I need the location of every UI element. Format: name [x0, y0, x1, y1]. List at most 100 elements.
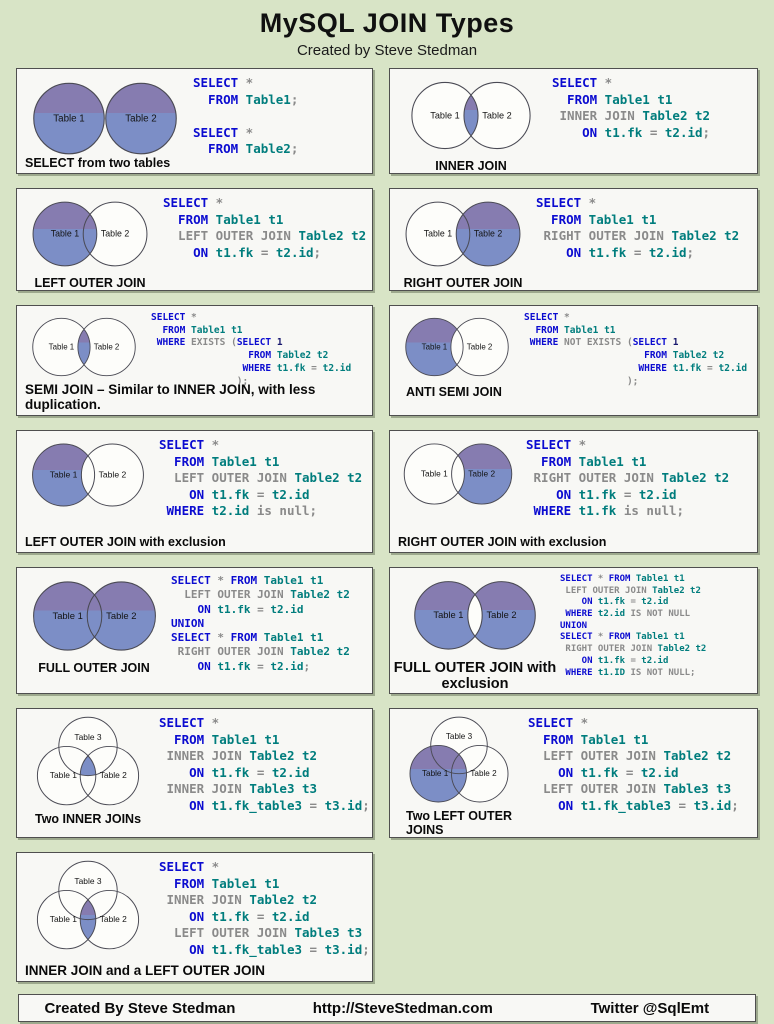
svg-text:Table 3: Table 3 — [446, 732, 473, 741]
svg-text:Table 2: Table 2 — [467, 342, 493, 351]
footer-twitter: Twitter @SqlEmt — [590, 999, 710, 1017]
code-column: SELECT * FROM Table1 t1 LEFT OUTER JOIN … — [159, 431, 372, 552]
svg-text:Table 2: Table 2 — [106, 610, 136, 621]
venn-diagram-right-full: Table 1 Table 2 — [405, 201, 521, 267]
svg-text:Table 2: Table 2 — [482, 110, 511, 120]
svg-text:Table 2: Table 2 — [99, 470, 127, 480]
panel-caption: LEFT OUTER JOIN with exclusion — [25, 535, 226, 549]
code-column: SELECT * FROM Table1 t1 LEFT OUTER JOIN … — [171, 568, 372, 693]
footer-url: http://SteveStedman.com — [312, 999, 493, 1017]
code-column: SELECT * FROM Table1; SELECT * FROM Tabl… — [193, 69, 372, 173]
sql-code: SELECT * FROM Table1 t1 RIGHT OUTER JOIN… — [526, 437, 730, 518]
join-panel: Table 3 Table 1 Table 2 Two INNER JOINs SELE… — [16, 708, 373, 838]
svg-text:Table 1: Table 1 — [53, 114, 84, 125]
sql-code: SELECT * FROM Table1 t1 INNER JOIN Table… — [159, 859, 370, 957]
venn-diagram-separate-both: Table 1 Table 2 — [33, 82, 177, 155]
svg-text:Table 2: Table 2 — [100, 770, 127, 780]
panel-caption: Two INNER JOINs — [34, 812, 142, 826]
panel-caption: RIGHT OUTER JOIN with exclusion — [398, 535, 607, 549]
venn-diagram-intersection: Table 1 Table 2 — [411, 81, 531, 150]
svg-text:Table 2: Table 2 — [468, 469, 495, 479]
sql-code: SELECT * FROM Table1 t1 INNER JOIN Table… — [159, 715, 370, 813]
join-panel: Table 1 Table 2 FULL OUTER JOIN SELECT * FR… — [16, 567, 373, 694]
join-panel: Table 3 Table 1 Table 2 SELECT * FROM Table… — [16, 852, 373, 982]
join-panel: Table 1 Table 2 SELECT * FROM Table1; SELE… — [16, 68, 373, 174]
svg-text:Table 2: Table 2 — [125, 114, 156, 125]
join-panel: Table 1 Table 2 SELECT * FROM Table1 t1 LE… — [16, 430, 373, 553]
code-column: SELECT * FROM Table1 t1 INNER JOIN Table… — [159, 853, 372, 981]
venn-diagram-left-full: Table 1 Table 2 — [32, 201, 148, 267]
venn-diagram-tri-center: Table 3 Table 1 Table 2 — [36, 716, 140, 806]
code-column: SELECT * FROM Table1 t1 WHERE EXISTS (SE… — [151, 306, 372, 415]
svg-text:Table 2: Table 2 — [100, 914, 127, 924]
panel-caption: Two LEFT OUTER JOINS — [406, 809, 513, 837]
svg-text:Table 1: Table 1 — [50, 914, 77, 924]
panel-caption: FULL OUTER JOIN with exclusion — [393, 659, 557, 693]
panel-caption: SELECT from two tables — [25, 156, 171, 170]
venn-column: Table 3 Table 1 Table 2 Two LEFT OUTER JOIN… — [390, 709, 528, 837]
svg-text:Table 2: Table 2 — [101, 229, 129, 239]
svg-text:Table 1: Table 1 — [422, 342, 448, 351]
svg-text:Table 2: Table 2 — [94, 342, 120, 351]
svg-text:Table 3: Table 3 — [74, 732, 101, 742]
panel-caption: INNER JOIN and a LEFT OUTER JOIN — [25, 963, 266, 978]
svg-text:Table 1: Table 1 — [50, 770, 77, 780]
join-panel: Table 1 Table 2 FULL OUTER JOIN with exclu… — [389, 567, 758, 694]
venn-column: Table 1 Table 2 FULL OUTER JOIN — [17, 568, 171, 693]
panel-caption: SEMI JOIN – Similar to INNER JOIN, with … — [25, 382, 316, 412]
svg-text:Table 1: Table 1 — [421, 469, 448, 479]
venn-column: Table 1 Table 2 — [17, 431, 159, 552]
join-panel: Table 1 Table 2 SELECT * FROM Table1 t1 WH… — [16, 305, 373, 416]
code-column: SELECT * FROM Table1 t1 WHERE NOT EXISTS… — [524, 306, 757, 415]
venn-column: Table 1 Table 2 RIGHT OUTER JOIN — [390, 189, 536, 290]
venn-diagram-tri-left-full: Table 3 Table 1 Table 2 — [409, 716, 509, 803]
sql-code: SELECT * FROM Table1 t1 LEFT OUTER JOIN … — [528, 715, 739, 813]
page-subtitle: Created by Steve Stedman — [296, 42, 478, 59]
svg-text:Table 1: Table 1 — [433, 610, 463, 620]
sql-code: SELECT * FROM Table1 t1 INNER JOIN Table… — [552, 75, 711, 140]
code-column: SELECT * FROM Table1 t1 INNER JOIN Table… — [159, 709, 372, 837]
page-header: MySQL JOIN Types Created by Steve Stedma… — [0, 0, 774, 68]
sql-code: SELECT * FROM Table1 t1 LEFT OUTER JOIN … — [163, 195, 367, 260]
venn-diagram-left-only: Table 1 Table 2 — [405, 317, 509, 377]
code-column: SELECT * FROM Table1 t1 LEFT OUTER JOIN … — [528, 709, 757, 837]
sql-code: SELECT * FROM Table1 t1 LEFT OUTER JOIN … — [159, 437, 363, 518]
code-column: SELECT * FROM Table1 t1 RIGHT OUTER JOIN… — [526, 431, 757, 552]
venn-diagram-right-only: Table 1 Table 2 — [403, 443, 513, 505]
svg-text:Table 1: Table 1 — [49, 342, 75, 351]
panel-caption: FULL OUTER JOIN — [38, 661, 150, 675]
sql-code: SELECT * FROM Table1 t1 LEFT OUTER JOIN … — [171, 574, 350, 673]
venn-column: Table 1 Table 2 — [17, 306, 151, 415]
venn-column: Table 1 Table 2 INNER JOIN — [390, 69, 552, 173]
code-column: SELECT * FROM Table1 t1 LEFT OUTER JOIN … — [560, 568, 757, 693]
join-panel: Table 1 Table 2 ANTI SEMI JOIN SELECT * FRO… — [389, 305, 758, 416]
join-panel: Table 3 Table 1 Table 2 Two LEFT OUTER JOIN… — [389, 708, 758, 838]
sql-code: SELECT * FROM Table1 t1 LEFT OUTER JOIN … — [560, 574, 707, 678]
svg-text:Table 1: Table 1 — [52, 610, 82, 621]
sql-code: SELECT * FROM Table1 t1 WHERE NOT EXISTS… — [524, 312, 748, 387]
svg-text:Table 1: Table 1 — [422, 769, 449, 778]
join-panel: Table 1 Table 2 SELECT * FROM Table1 t1 RI… — [389, 430, 758, 553]
venn-column: Table 3 Table 1 Table 2 Two INNER JOINs — [17, 709, 159, 837]
venn-diagram-both-only: Table 1 Table 2 — [414, 581, 536, 650]
svg-text:Table 2: Table 2 — [487, 610, 517, 620]
panel-caption: INNER JOIN — [435, 159, 507, 173]
svg-text:Table 2: Table 2 — [474, 229, 502, 239]
svg-text:Table 2: Table 2 — [470, 769, 497, 778]
svg-text:Table 3: Table 3 — [74, 876, 101, 886]
venn-diagram-intersection: Table 1 Table 2 — [32, 317, 136, 377]
panel-caption: LEFT OUTER JOIN — [34, 276, 146, 290]
footer-created: Created By Steve Stedman — [44, 999, 236, 1017]
venn-column: Table 1 Table 2 — [390, 431, 526, 552]
join-panel: Table 1 Table 2 LEFT OUTER JOIN SELECT * FR… — [16, 188, 373, 291]
panels-grid: Table 1 Table 2 SELECT * FROM Table1; SELE… — [0, 68, 774, 982]
venn-column: Table 1 Table 2 FULL OUTER JOIN with exclu… — [390, 568, 560, 693]
svg-text:Table 1: Table 1 — [51, 229, 79, 239]
code-column: SELECT * FROM Table1 t1 RIGHT OUTER JOIN… — [536, 189, 757, 290]
svg-text:Table 1: Table 1 — [430, 110, 459, 120]
panel-caption: ANTI SEMI JOIN — [406, 385, 502, 399]
join-panel: Table 1 Table 2 RIGHT OUTER JOIN SELECT * F… — [389, 188, 758, 291]
venn-column: Table 1 Table 2 — [17, 69, 193, 173]
sql-code: SELECT * FROM Table1; SELECT * FROM Tabl… — [193, 75, 299, 156]
